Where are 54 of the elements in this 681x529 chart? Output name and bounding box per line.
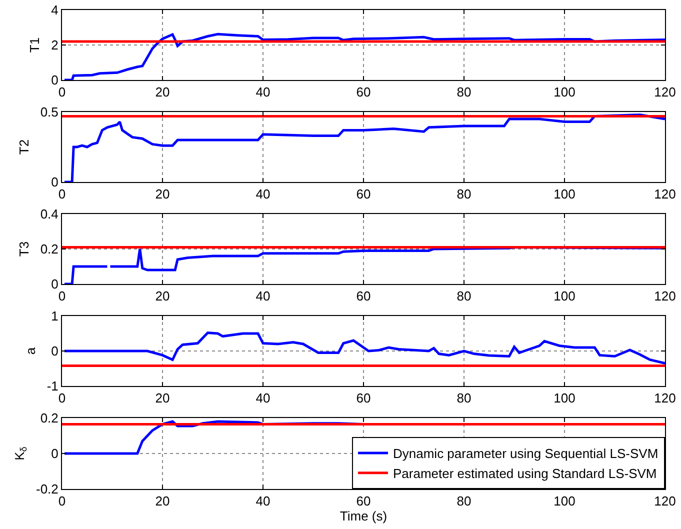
y-tick-label: 4: [51, 2, 58, 18]
x-tick-label: 40: [256, 494, 270, 509]
y-axis-title: T1: [27, 37, 42, 53]
y-tick-label: 0: [51, 446, 58, 462]
x-tick-label: 100: [554, 390, 576, 406]
x-tick-label: 80: [456, 494, 472, 509]
x-tick-label: 80: [456, 84, 472, 100]
y-tick-label: 0.4: [40, 206, 58, 222]
y-tick-label: 1: [51, 308, 58, 324]
y-tick-label: 0: [51, 276, 58, 292]
legend-label: Dynamic parameter using Sequential LS-SVM: [393, 446, 658, 462]
y-tick-label: 0.5: [40, 104, 58, 120]
y-axis-title: T2: [16, 139, 32, 155]
x-tick-label: 60: [356, 186, 371, 202]
x-tick-label: 40: [256, 288, 270, 304]
x-tick-label: 20: [155, 186, 170, 202]
x-tick-label: 40: [256, 390, 270, 406]
x-tick-label: 40: [256, 186, 270, 202]
x-tick-label: 80: [456, 186, 472, 202]
x-axis-title: Time (s): [340, 508, 388, 524]
x-tick-label: 60: [356, 84, 371, 100]
y-axis-title: a: [22, 346, 38, 355]
x-tick-label: 120: [654, 186, 676, 202]
x-tick-label: 20: [155, 390, 170, 406]
x-tick-label: 80: [456, 288, 472, 304]
x-tick-label: 40: [256, 84, 270, 100]
x-tick-label: 60: [356, 494, 371, 509]
y-tick-label: 0.2: [40, 242, 58, 257]
legend-label: Parameter estimated using Standard LS-SVM: [393, 466, 657, 481]
x-tick-label: 20: [155, 288, 170, 304]
x-tick-label: 20: [155, 494, 170, 509]
y-tick-label: 2: [51, 38, 58, 53]
x-tick-label: 120: [654, 494, 676, 509]
line-series: [63, 332, 665, 364]
x-tick-label: 100: [554, 288, 576, 304]
y-tick-label: -0.2: [36, 482, 58, 497]
line-series: [63, 114, 665, 182]
line-series: [63, 32, 665, 80]
x-tick-label: 120: [654, 288, 676, 304]
y-tick-label: 0.2: [40, 410, 58, 426]
x-tick-label: 100: [554, 186, 576, 202]
y-tick-label: 0: [51, 344, 58, 359]
x-tick-label: 120: [654, 84, 676, 100]
x-tick-label: 60: [356, 390, 371, 406]
y-tick-label: -1: [46, 378, 58, 394]
y-tick-label: 0: [51, 72, 58, 88]
x-tick-label: 100: [554, 494, 576, 509]
x-tick-label: 80: [456, 390, 472, 406]
x-tick-label: 120: [654, 390, 676, 406]
y-tick-label: 0: [51, 174, 58, 190]
x-tick-label: 20: [155, 84, 170, 100]
x-tick-label: 100: [554, 84, 576, 100]
y-axis-title: T3: [16, 241, 32, 257]
x-tick-label: 60: [356, 288, 371, 304]
